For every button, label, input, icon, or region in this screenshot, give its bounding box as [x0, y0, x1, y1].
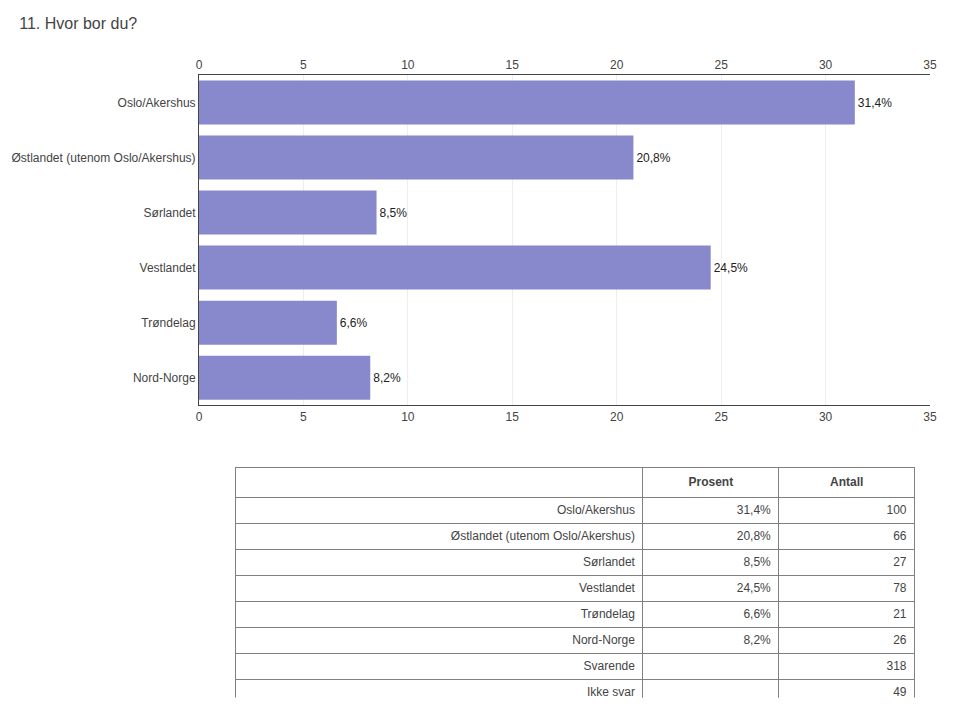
svg-text:31,4%: 31,4% — [737, 503, 771, 517]
svg-text:Østlandet (utenom Oslo/Akershu: Østlandet (utenom Oslo/Akershus) — [451, 529, 635, 543]
svg-text:15: 15 — [506, 410, 520, 424]
svg-text:8,5%: 8,5% — [380, 206, 408, 220]
svg-text:5: 5 — [300, 410, 307, 424]
svg-text:26: 26 — [893, 633, 907, 647]
svg-text:10: 10 — [401, 58, 415, 72]
svg-text:78: 78 — [893, 581, 907, 595]
svg-text:31,4%: 31,4% — [858, 96, 892, 110]
svg-text:Oslo/Akershus: Oslo/Akershus — [118, 96, 196, 110]
svg-text:Nord-Norge: Nord-Norge — [572, 633, 635, 647]
svg-text:Østlandet (utenom Oslo/Akershu: Østlandet (utenom Oslo/Akershus) — [12, 151, 196, 165]
svg-text:318: 318 — [887, 659, 907, 673]
svg-text:Nord-Norge: Nord-Norge — [133, 371, 196, 385]
svg-text:24,5%: 24,5% — [737, 581, 771, 595]
svg-text:6,6%: 6,6% — [743, 607, 771, 621]
svg-text:0: 0 — [196, 410, 203, 424]
svg-text:Svarende: Svarende — [584, 659, 636, 673]
svg-text:5: 5 — [300, 58, 307, 72]
svg-text:Vestlandet: Vestlandet — [140, 261, 197, 275]
svg-text:Sørlandet: Sørlandet — [583, 555, 636, 569]
svg-text:Ikke svar: Ikke svar — [587, 685, 635, 697]
svg-text:30: 30 — [819, 410, 833, 424]
svg-text:25: 25 — [714, 410, 728, 424]
svg-text:27: 27 — [893, 555, 907, 569]
svg-text:Trøndelag: Trøndelag — [581, 607, 635, 621]
svg-text:8,2%: 8,2% — [373, 371, 401, 385]
svg-text:20,8%: 20,8% — [737, 529, 771, 543]
svg-text:11. Hvor bor du?: 11. Hvor bor du? — [19, 15, 137, 32]
svg-text:20,8%: 20,8% — [636, 151, 670, 165]
svg-text:21: 21 — [893, 607, 907, 621]
svg-text:66: 66 — [893, 529, 907, 543]
svg-text:8,5%: 8,5% — [743, 555, 771, 569]
svg-text:49: 49 — [893, 685, 907, 697]
svg-text:6,6%: 6,6% — [340, 316, 368, 330]
svg-text:30: 30 — [819, 58, 833, 72]
svg-text:35: 35 — [923, 410, 937, 424]
svg-text:10: 10 — [401, 410, 415, 424]
svg-text:Oslo/Akershus: Oslo/Akershus — [557, 503, 635, 517]
svg-text:20: 20 — [610, 58, 624, 72]
svg-text:Vestlandet: Vestlandet — [579, 581, 636, 595]
svg-text:35: 35 — [923, 58, 937, 72]
svg-text:Trøndelag: Trøndelag — [141, 316, 195, 330]
svg-text:8,2%: 8,2% — [743, 633, 771, 647]
svg-text:Sørlandet: Sørlandet — [144, 206, 197, 220]
svg-text:Prosent: Prosent — [689, 475, 734, 489]
svg-text:20: 20 — [610, 410, 624, 424]
svg-text:0: 0 — [196, 58, 203, 72]
svg-text:Antall: Antall — [830, 475, 863, 489]
svg-text:100: 100 — [887, 503, 907, 517]
svg-text:25: 25 — [714, 58, 728, 72]
svg-text:15: 15 — [506, 58, 520, 72]
svg-text:24,5%: 24,5% — [714, 261, 748, 275]
